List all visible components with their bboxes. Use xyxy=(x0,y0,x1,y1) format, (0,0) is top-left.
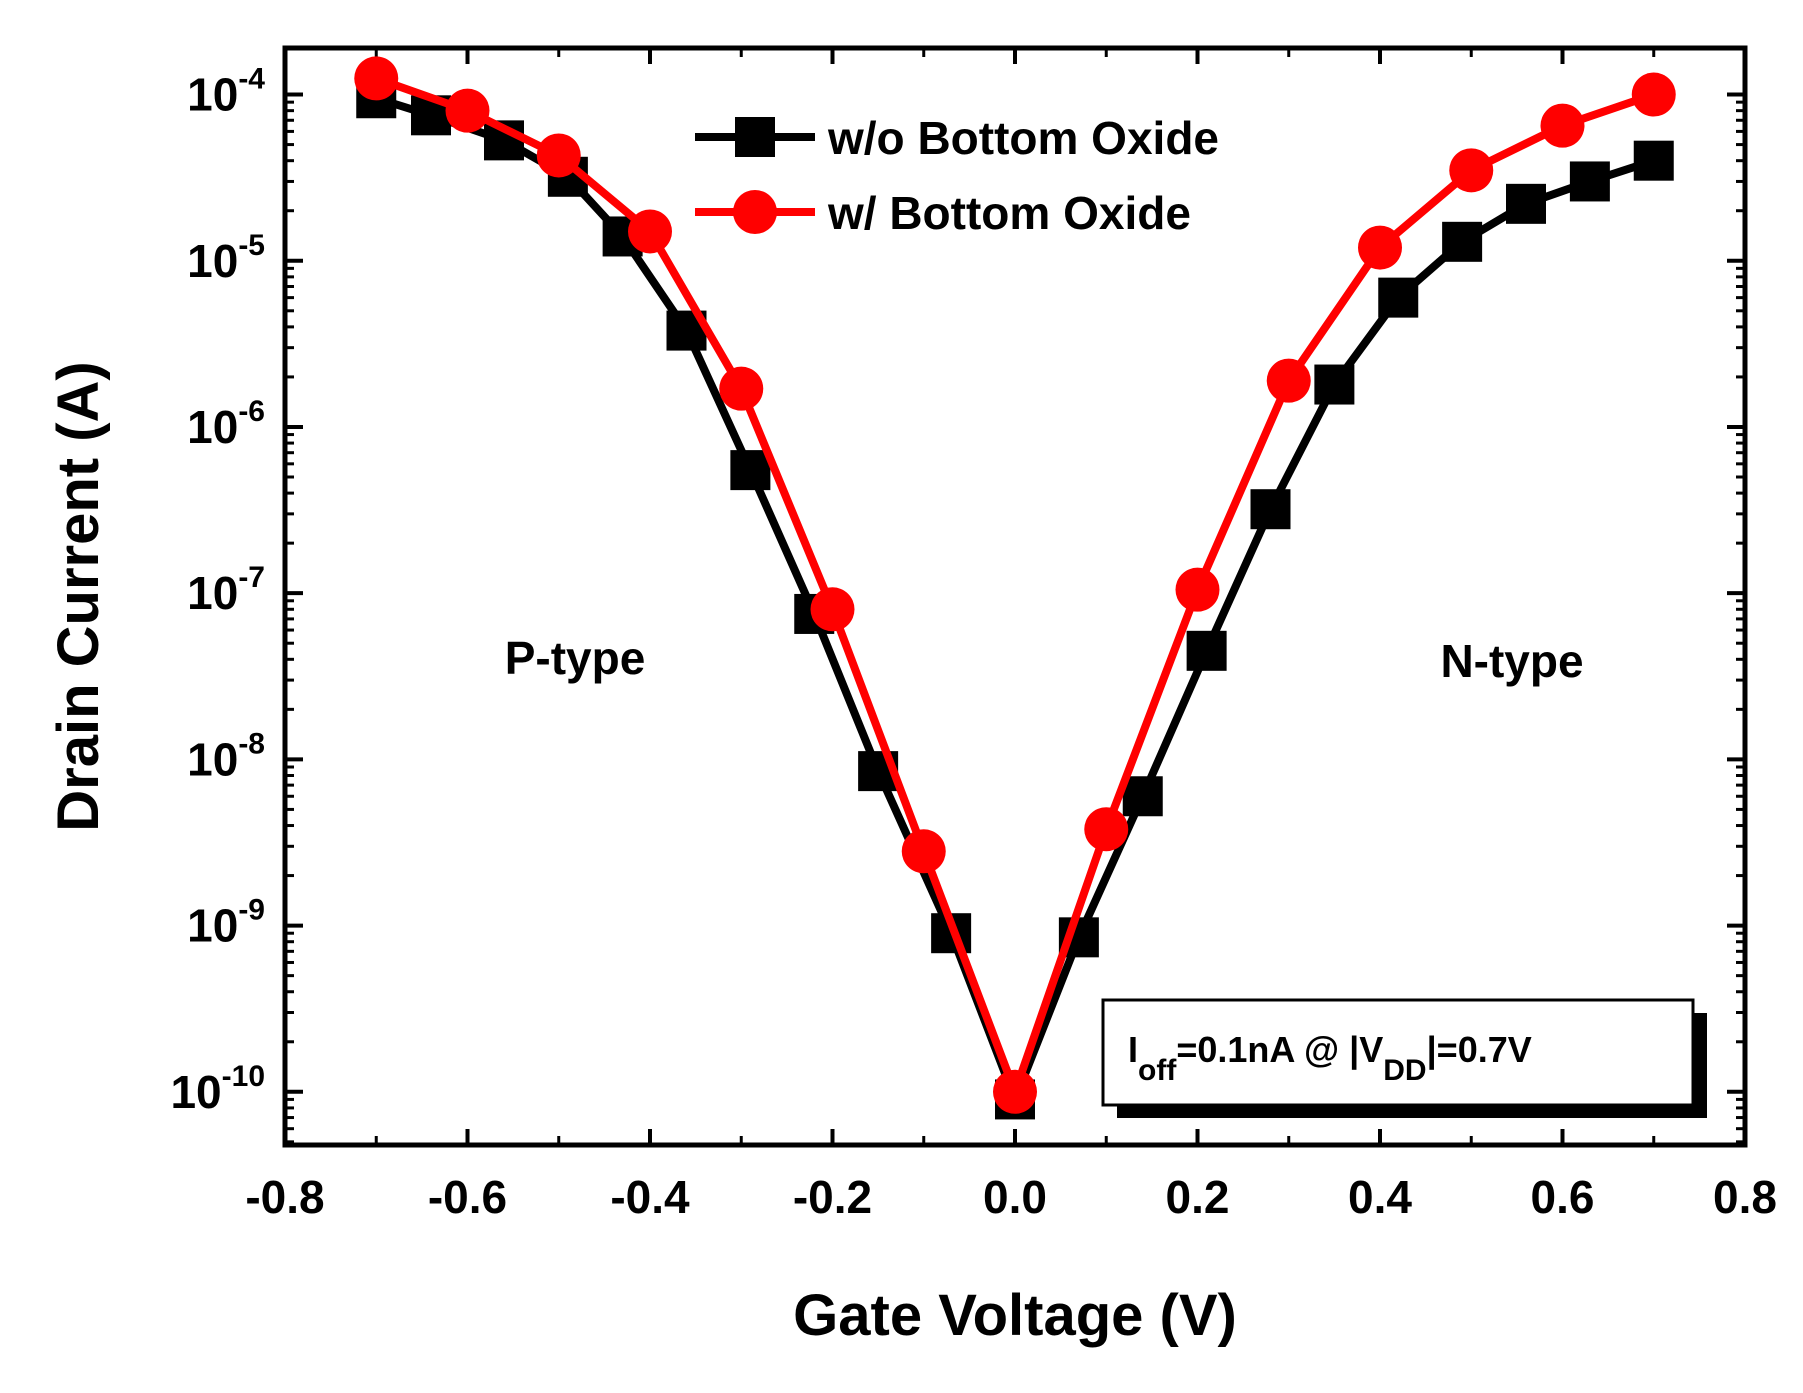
data-point-square xyxy=(1633,140,1674,181)
data-point-square xyxy=(1506,183,1546,224)
note-box-text: Ioff=0.1nA @ |VDD|=0.7V xyxy=(1128,1029,1532,1087)
x-tick-label: 0.6 xyxy=(1531,1171,1595,1223)
y-tick-label: 10-10 xyxy=(170,1060,265,1118)
data-point-square xyxy=(1442,221,1483,262)
data-point-circle xyxy=(719,366,764,411)
data-point-square xyxy=(1186,630,1227,671)
p-type-annotation: P-type xyxy=(505,632,646,684)
data-point-circle xyxy=(1631,72,1676,117)
data-point-square xyxy=(1122,776,1163,817)
data-point-circle xyxy=(810,587,855,632)
data-point-circle xyxy=(1175,567,1220,612)
x-tick-label: 0.2 xyxy=(1166,1171,1230,1223)
data-point-circle xyxy=(445,88,490,133)
data-point-square xyxy=(730,450,771,491)
legend: w/o Bottom Oxide w/ Bottom Oxide xyxy=(695,112,1219,239)
x-tick-label: -0.2 xyxy=(793,1171,872,1223)
data-point-circle xyxy=(1449,148,1494,193)
legend-label: w/ Bottom Oxide xyxy=(827,187,1191,239)
plot-frame-group xyxy=(282,45,1748,1148)
data-point-square xyxy=(1569,161,1610,202)
data-point-circle xyxy=(993,1069,1037,1114)
data-point-circle xyxy=(1540,103,1585,148)
data-point-circle xyxy=(354,56,399,101)
data-point-circle xyxy=(1358,225,1402,270)
data-point-square xyxy=(1314,364,1355,405)
y-tick-label: 10-7 xyxy=(187,561,265,619)
data-point-circle xyxy=(1084,807,1129,852)
y-tick-label: 10-9 xyxy=(187,894,265,952)
x-axis-label: Gate Voltage (V) xyxy=(793,1283,1237,1348)
data-point-circle xyxy=(1266,358,1311,403)
data-point-circle xyxy=(536,133,581,178)
x-tick-label: 0.4 xyxy=(1348,1171,1412,1223)
x-tick-label: -0.4 xyxy=(610,1171,690,1223)
data-point-circle xyxy=(901,829,946,874)
note-box-frame xyxy=(1101,998,1695,1107)
series-with-bottom-oxide xyxy=(354,56,1676,1114)
y-axis-label: Drain Current (A) xyxy=(46,361,111,831)
n-type-annotation: N-type xyxy=(1440,635,1583,687)
y-tick-label: 10-6 xyxy=(187,395,265,453)
x-tick-label: 0.0 xyxy=(983,1171,1047,1223)
x-tick-label: 0.8 xyxy=(1713,1171,1777,1223)
legend-marker-square xyxy=(735,117,775,157)
data-point-square xyxy=(1250,489,1291,530)
series-layer xyxy=(354,56,1676,1120)
x-tick-label: -0.6 xyxy=(428,1171,507,1223)
labels-layer: -0.8 -0.6 -0.4 -0.2 0.0 0.2 0.4 0.6 0.8 10-4 10-5 1… xyxy=(46,63,1777,1348)
legend-label: w/o Bottom Oxide xyxy=(827,112,1219,164)
y-tick-label: 10-4 xyxy=(187,63,265,121)
y-tick-label: 10-8 xyxy=(187,727,265,785)
y-tick-label: 10-5 xyxy=(187,229,265,287)
data-point-square xyxy=(1378,277,1419,318)
ioff-note-box: Ioff=0.1nA @ |VDD|=0.7V xyxy=(1101,998,1707,1118)
x-tick-label: -0.8 xyxy=(245,1171,324,1223)
legend-marker-circle xyxy=(733,190,777,234)
data-point-circle xyxy=(628,209,672,254)
